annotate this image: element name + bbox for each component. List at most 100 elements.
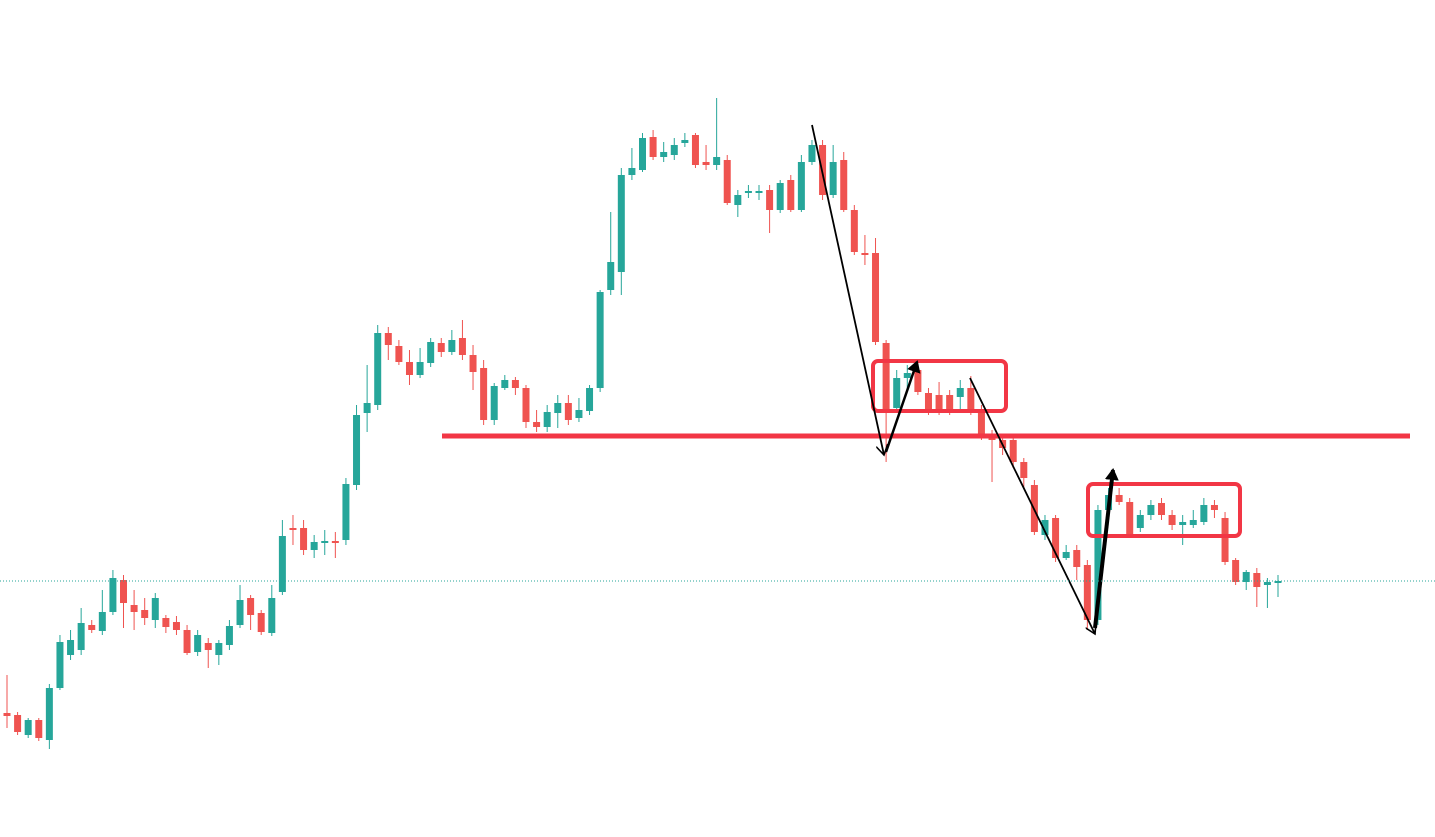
candle-body [1200, 505, 1208, 522]
candle-body [766, 190, 774, 210]
candle-body [268, 598, 276, 633]
candle-body [1062, 552, 1070, 558]
candle-body [480, 368, 488, 420]
candle-body [649, 137, 657, 157]
candle-body [723, 160, 731, 203]
candle-body [289, 528, 297, 530]
candle-body [829, 162, 837, 195]
candle-body [628, 168, 636, 175]
candle-body [172, 622, 180, 630]
candle-body [405, 362, 413, 375]
arrow [811, 124, 884, 455]
candle-body [490, 386, 498, 420]
candle-body [935, 395, 943, 412]
candle-body [35, 720, 43, 738]
candle-body [384, 333, 392, 345]
candle-body [374, 333, 382, 405]
candle-body [1232, 560, 1240, 582]
candle-body [88, 625, 96, 630]
candle-body [1253, 573, 1261, 587]
candle-body [1041, 520, 1049, 535]
candle-body [946, 395, 954, 412]
candle-body [427, 342, 435, 363]
candle-body [1168, 515, 1176, 525]
candle-body [3, 713, 11, 716]
candle-body [977, 410, 985, 436]
candle-body [734, 195, 742, 205]
candle-body [713, 157, 721, 165]
candle-body [882, 343, 890, 412]
candle-body [56, 642, 64, 688]
candle-body [14, 715, 22, 732]
candle-body [776, 183, 784, 210]
candle-body [1189, 520, 1197, 525]
candle-body [872, 253, 880, 342]
candle-body [416, 362, 424, 375]
candle-body [204, 643, 212, 650]
candle-body [501, 380, 509, 388]
candle-body [448, 340, 456, 352]
candle-body [363, 403, 371, 413]
arrow [884, 360, 921, 453]
candle-body [1073, 550, 1081, 567]
candle-body [1094, 510, 1102, 620]
candle-body [850, 210, 858, 252]
candle-body [639, 138, 646, 170]
candle-body [1020, 462, 1028, 478]
candle-body [141, 610, 149, 618]
candle-body [1179, 522, 1187, 525]
candle-body [533, 422, 541, 427]
candle-body [331, 541, 339, 543]
candle-body [1115, 495, 1123, 502]
candle-body [257, 613, 265, 632]
candle-body [691, 135, 699, 165]
candle-body [755, 191, 763, 193]
candle-body [1242, 572, 1250, 582]
candle-body [893, 378, 901, 408]
candle-body [808, 145, 816, 162]
candle-body [543, 412, 551, 427]
candle-body [395, 346, 403, 362]
candle-body [98, 612, 106, 631]
candle-body [787, 180, 795, 210]
candle-body [522, 388, 530, 422]
candle-body [1263, 582, 1271, 585]
candle-body [1083, 565, 1091, 620]
candle-body [469, 355, 477, 372]
candle-body [564, 403, 572, 420]
candle-body [575, 410, 583, 418]
candle-body [681, 140, 689, 143]
candle-body [1147, 505, 1155, 515]
candle-body [77, 623, 85, 650]
range-box [871, 359, 1008, 413]
candle-body [215, 643, 223, 655]
candle-body [120, 580, 128, 603]
candle-body [617, 175, 625, 272]
arrow [969, 377, 1095, 634]
candle-body [24, 720, 32, 735]
candle-body [353, 415, 361, 485]
candle-body [183, 630, 191, 653]
candle-body [660, 152, 668, 157]
candle-body [1274, 581, 1282, 583]
candle-body [586, 388, 594, 411]
candle-body [861, 253, 869, 255]
candle-body [67, 640, 75, 655]
candle-body [342, 484, 350, 540]
candle-body [903, 373, 911, 378]
candle-body [236, 600, 244, 625]
candle-body [1052, 518, 1060, 558]
candle-body [554, 403, 562, 413]
candle-body [967, 388, 975, 410]
candle-body [1009, 440, 1017, 462]
candle-body [321, 541, 329, 543]
arrow [1093, 468, 1119, 629]
candle-body [744, 191, 752, 193]
candle-body [225, 626, 233, 645]
candle-body [194, 635, 202, 652]
candle-body [162, 618, 170, 627]
candle-body [956, 388, 964, 397]
candle-body [1126, 502, 1134, 535]
